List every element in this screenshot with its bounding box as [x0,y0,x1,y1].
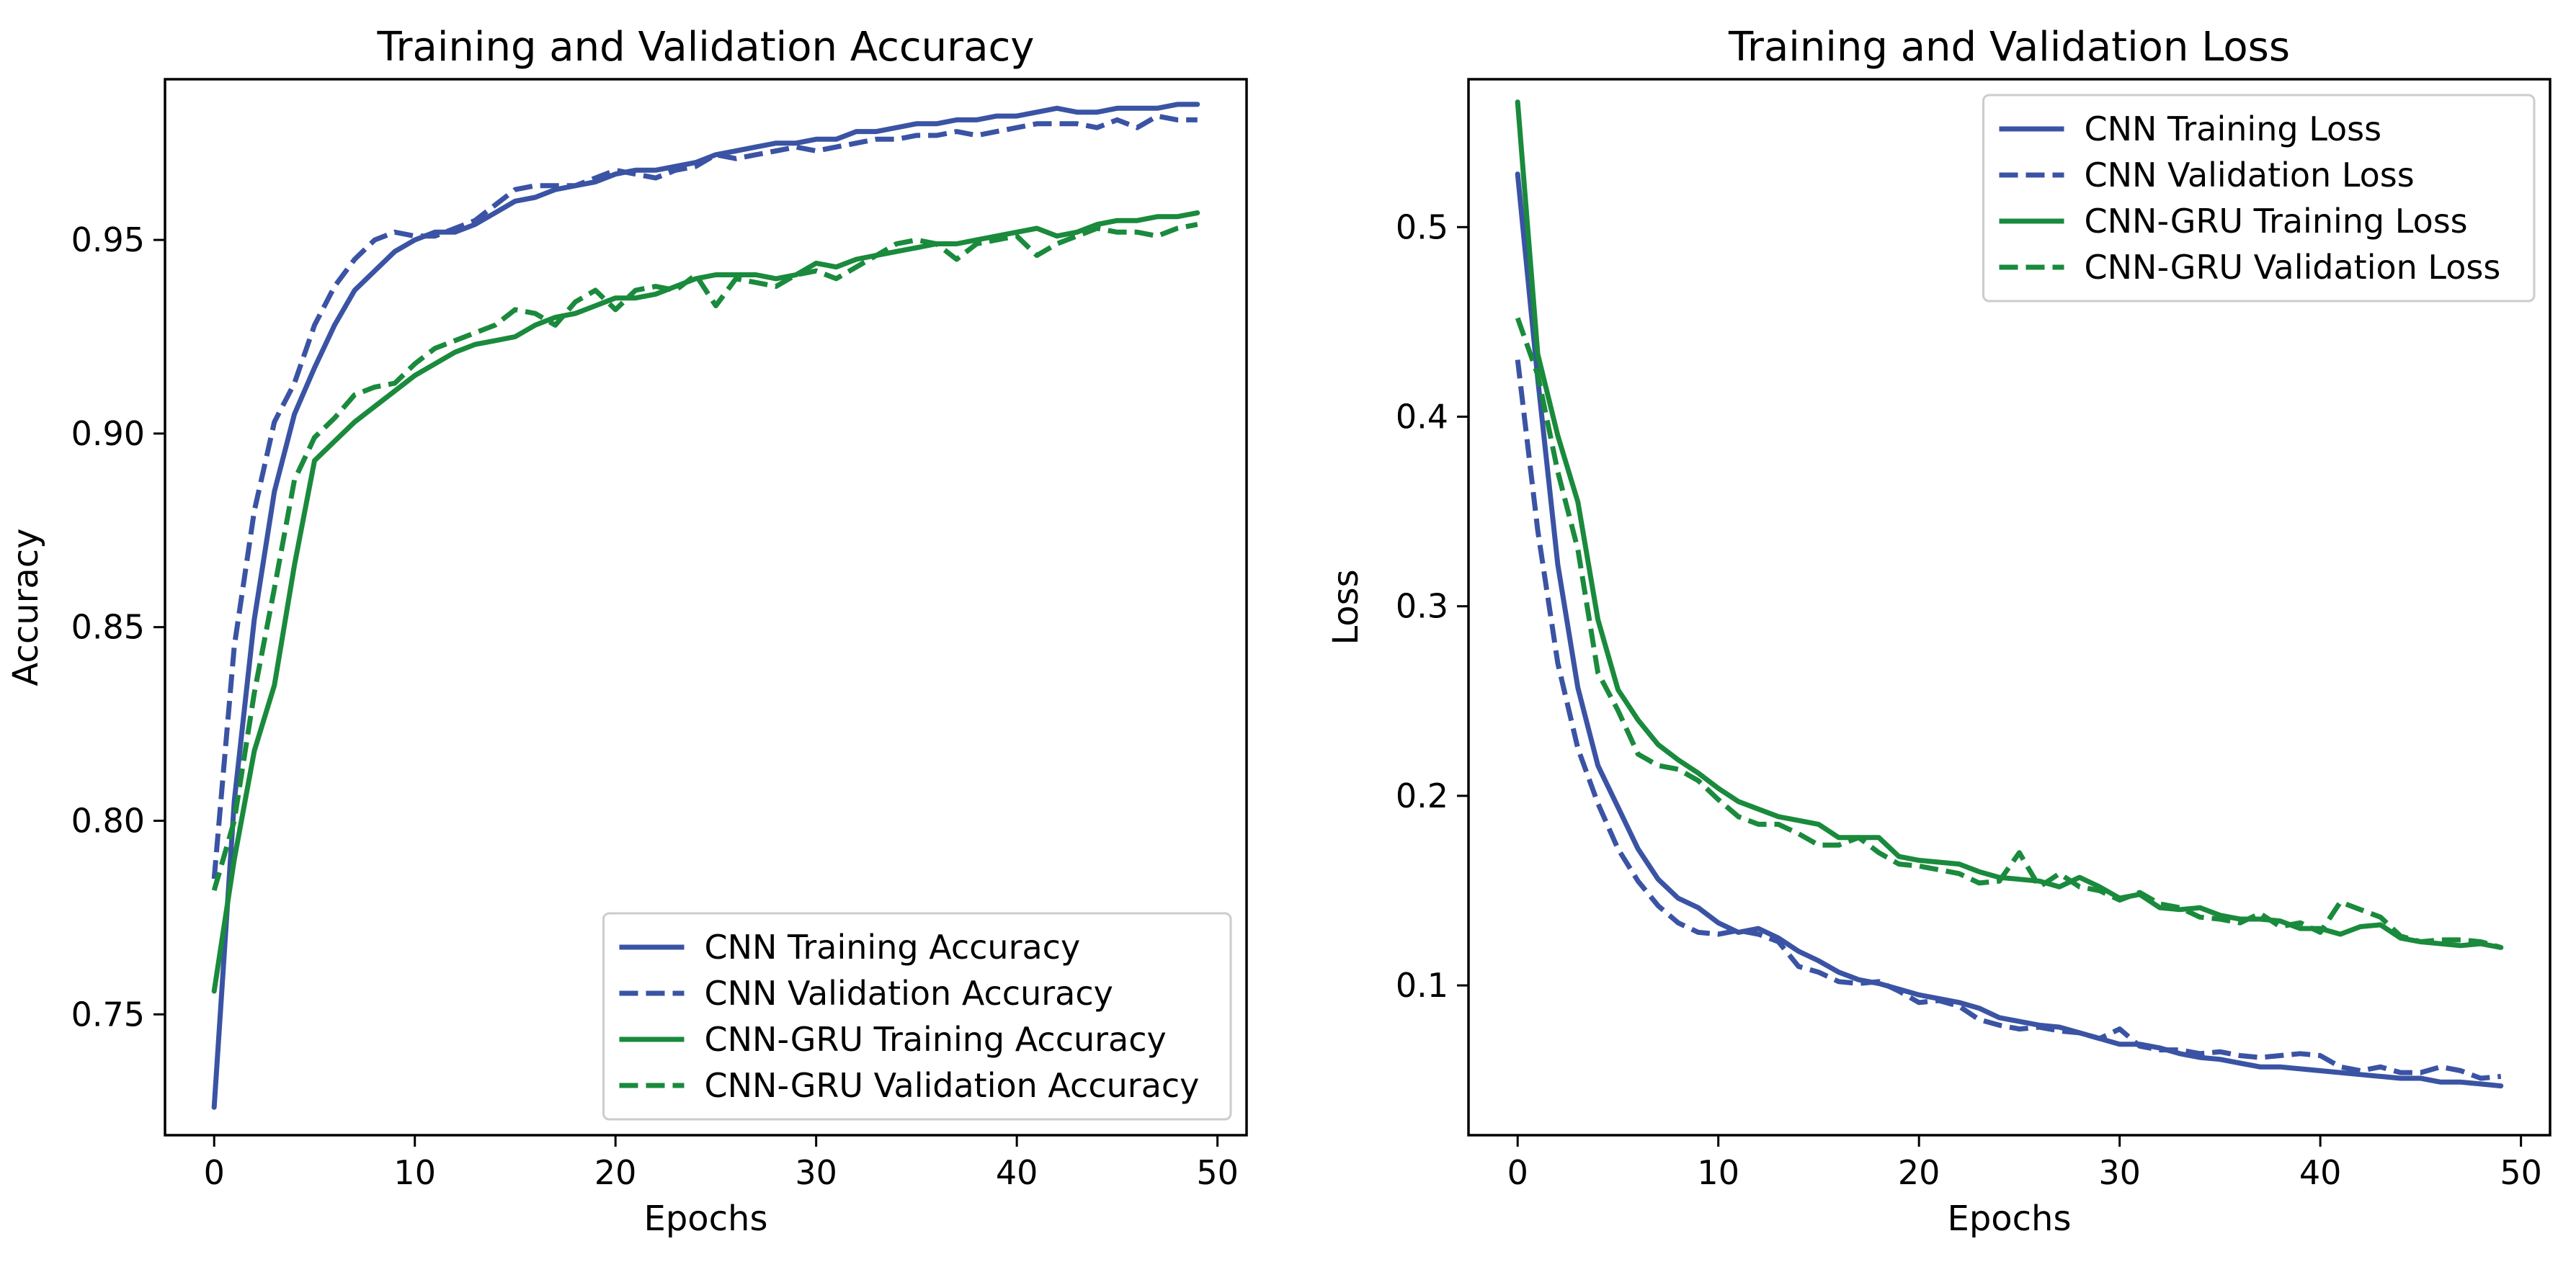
x-tick-label: 50 [2500,1153,2542,1192]
y-tick-label: 0.4 [1396,397,1448,436]
legend-entry: CNN Training Accuracy [705,928,1081,967]
x-tick-label: 0 [1507,1153,1528,1192]
x-tick-label: 40 [2299,1153,2342,1192]
y-axis-label: Loss [1326,569,1366,645]
y-tick-label: 0.95 [71,220,145,259]
x-tick-label: 10 [393,1153,436,1192]
y-tick-label: 0.80 [71,801,145,840]
chart-panel-accuracy: Training and Validation Accuracy 0 10 20 30 4… [6,24,1248,1239]
x-tick-label: 20 [594,1153,637,1192]
series-line-4 [1515,317,2502,950]
legend-entry: CNN-GRU Validation Loss [2085,248,2501,287]
series-line-3 [1515,99,2504,950]
y-tick-label: 0.90 [71,414,145,453]
legend-entry: CNN-GRU Training Accuracy [705,1020,1167,1059]
legend-box [602,912,1232,1121]
y-tick-label: 0.1 [1396,966,1448,1005]
x-tick-label: 30 [2098,1153,2141,1192]
y-axis-label: Accuracy [6,528,46,686]
x-tick-label: 40 [996,1153,1038,1192]
legend: CNN Training Accuracy CNN Validation Accu… [602,912,1232,1121]
x-tick-label: 10 [1697,1153,1739,1192]
x-tick-label: 20 [1898,1153,1940,1192]
legend-entry: CNN Validation Loss [2085,156,2415,194]
series-line-3 [211,210,1200,994]
y-tick-label: 0.2 [1396,776,1448,815]
series-line-1 [1515,171,2504,1089]
series-line-2 [211,113,1198,879]
chart-title: Training and Validation Loss [1728,24,2290,71]
chart-panel-loss: Training and Validation Loss 0 10 20 30 40 50 0… [1326,24,2552,1239]
legend-entry: CNN-GRU Training Loss [2085,202,2468,241]
series-line-4 [211,222,1198,892]
legend: CNN Training Loss CNN Validation Loss CNN-… [1982,94,2536,303]
x-tick-label: 0 [204,1153,225,1192]
legend-entry: CNN Validation Accuracy [705,974,1113,1013]
y-tick-label: 0.5 [1396,207,1448,246]
plot-frame [164,78,1248,1137]
x-axis-label: Epochs [644,1199,768,1239]
legend-box [1982,94,2536,303]
x-tick-label: 50 [1196,1153,1239,1192]
y-tick-label: 0.3 [1396,587,1448,626]
x-axis-label: Epochs [1948,1199,2072,1239]
y-tick-label: 0.85 [71,608,145,647]
series-line-2 [1515,359,2502,1081]
chart-title: Training and Validation Accuracy [377,24,1035,71]
x-tick-label: 30 [795,1153,837,1192]
y-tick-label: 0.75 [71,995,145,1034]
legend-entry: CNN-GRU Validation Accuracy [705,1066,1200,1105]
legend-entry: CNN Training Loss [2085,109,2382,148]
